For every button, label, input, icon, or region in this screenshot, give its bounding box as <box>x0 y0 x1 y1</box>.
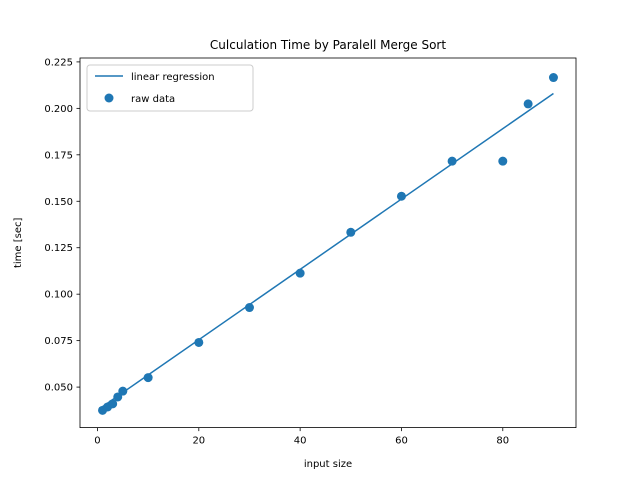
legend-label-raw-data: raw data <box>131 94 175 105</box>
data-point <box>143 373 153 383</box>
y-tick-label: 0.075 <box>44 336 73 347</box>
x-tick-label: 80 <box>496 436 509 447</box>
data-point <box>498 156 508 166</box>
x-axis: 0 20 40 60 80 <box>94 427 509 447</box>
data-point <box>244 303 254 313</box>
y-tick-label: 0.175 <box>44 150 73 161</box>
y-tick-label: 0.125 <box>44 243 73 254</box>
y-tick-label: 0.200 <box>44 104 73 115</box>
data-point <box>346 227 356 237</box>
data-point <box>396 191 406 201</box>
y-tick-label: 0.150 <box>44 197 73 208</box>
data-point <box>108 399 118 409</box>
legend-label-linear-regression: linear regression <box>131 72 215 83</box>
data-point <box>548 73 558 83</box>
x-tick-label: 20 <box>192 436 205 447</box>
plot-frame <box>79 57 577 429</box>
y-axis-label: time [sec] <box>13 217 24 268</box>
y-axis: 0.050 0.075 0.100 0.125 0.150 0.175 0.200 0.225 <box>44 57 80 394</box>
plot-area <box>98 73 558 415</box>
legend-marker-swatch <box>104 93 114 103</box>
y-tick-label: 0.050 <box>44 383 73 394</box>
data-point <box>194 337 204 347</box>
y-tick-label: 0.100 <box>44 290 73 301</box>
data-point <box>447 156 457 166</box>
x-tick-label: 0 <box>94 436 100 447</box>
legend-box <box>86 64 254 112</box>
legend: linear regression raw data <box>86 64 254 112</box>
x-tick-label: 60 <box>395 436 408 447</box>
regression-line <box>102 92 554 408</box>
y-tick-label: 0.225 <box>44 57 73 68</box>
data-point <box>295 268 305 278</box>
x-tick-label: 40 <box>294 436 307 447</box>
chart-title: Culculation Time by Paralell Merge Sort <box>210 38 446 52</box>
data-point <box>523 99 533 109</box>
data-point <box>113 392 123 402</box>
x-axis-label: input size <box>304 459 352 470</box>
data-point <box>118 386 128 396</box>
